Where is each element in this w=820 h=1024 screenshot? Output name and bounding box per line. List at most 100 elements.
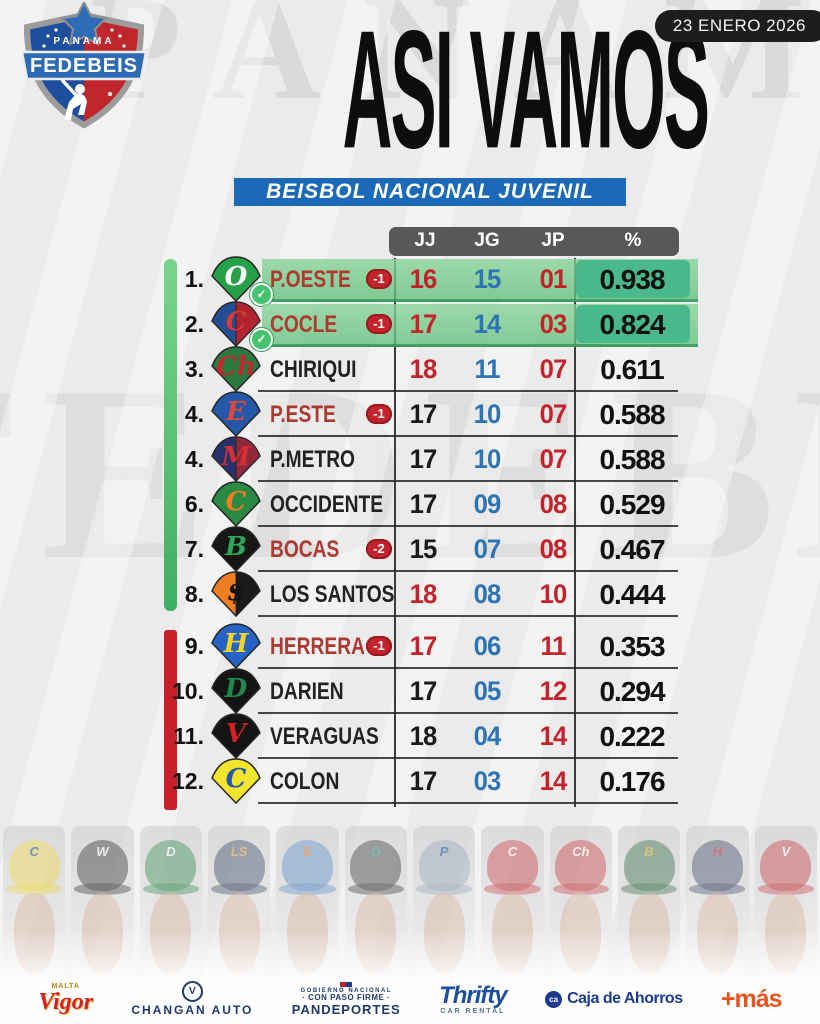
stat-jp: 01	[539, 264, 568, 294]
rank-label: 2.	[184, 311, 204, 337]
stat-pct: 0.588	[599, 444, 665, 475]
stat-jg: 06	[473, 631, 502, 661]
winner-check-icon: ✓	[250, 283, 273, 306]
sponsor-caja-de-ahorros: ca Caja de Ahorros	[545, 990, 683, 1008]
player-cap	[76, 839, 129, 892]
pandeportes-line3: PANDEPORTES	[291, 1001, 401, 1017]
team-logo: D	[210, 668, 262, 719]
player-cap-brim	[689, 883, 746, 896]
team-name: P.METRO	[270, 446, 355, 473]
stat-pct: 0.529	[599, 489, 665, 520]
stat-jj: 17	[409, 399, 438, 429]
stat-jj: 18	[409, 721, 438, 751]
team-name: CHIRIQUI	[270, 356, 357, 383]
player-cap	[486, 839, 538, 892]
stat-jg: 15	[473, 264, 502, 294]
star-icon	[59, 2, 109, 46]
table-row: 12. C COLON 17 03 14 0.176	[170, 758, 700, 805]
rank-label: 7.	[184, 536, 204, 562]
player-cap-brim	[142, 883, 199, 896]
player-cap-letter: W	[96, 843, 109, 859]
red-zone-bar	[164, 630, 177, 810]
team-name: VERAGUAS	[270, 723, 379, 750]
bottom-white-fade	[0, 929, 820, 1024]
stat-jg: 07	[473, 534, 502, 564]
player-cap-letter: B	[644, 843, 654, 859]
standings-header: JJ JG JP %	[389, 227, 679, 256]
svg-text:B: B	[224, 532, 247, 562]
sponsor-vigor-label: Vigor	[38, 989, 94, 1016]
stat-jp: 14	[539, 766, 568, 796]
rank-label: 8.	[184, 581, 204, 607]
svg-text:M: M	[221, 442, 252, 472]
player-cap-letter: D	[166, 843, 176, 859]
table-row: 9. H HERRERA -1 17 06 11 0.353	[170, 623, 700, 670]
column-divider-2	[574, 258, 576, 807]
player-cap	[281, 839, 334, 892]
table-row: 10. D DARIEN 17 05 12 0.294	[170, 668, 700, 715]
stat-jg: 14	[473, 309, 502, 339]
logo-country-label: PANAMA	[53, 36, 114, 47]
stat-jp: 07	[539, 354, 568, 384]
table-row: 8. $ LOS SANTOS 18 08 10 0.444	[170, 571, 700, 618]
table-row: 1. O ✓ P.OESTE -1 16 15 01 0.938	[170, 256, 700, 306]
rank-label: 11.	[173, 723, 204, 749]
stat-jp: 07	[539, 399, 568, 429]
player-cap-letter: E	[303, 843, 312, 859]
stat-jj: 17	[409, 631, 438, 661]
svg-text:C: C	[226, 307, 247, 337]
player-cap	[623, 839, 675, 892]
player-cap	[418, 839, 470, 892]
row-separator	[258, 390, 678, 392]
stat-jp: 14	[539, 721, 568, 751]
table-row: 4. E P.ESTE -1 17 10 07 0.588	[170, 391, 700, 438]
stat-jp: 08	[539, 489, 568, 519]
team-name: DARIEN	[270, 678, 344, 705]
svg-text:O: O	[225, 262, 248, 292]
stat-jj: 17	[409, 489, 438, 519]
stat-jj: 18	[409, 354, 438, 384]
games-adjust-badge: -1	[366, 269, 392, 289]
page-title: ASI VAMOS	[342, 0, 710, 184]
rank-label: 4.	[184, 446, 204, 472]
table-row: 6. C OCCIDENTE 17 09 08 0.529	[170, 481, 700, 528]
stat-jg: 09	[473, 489, 502, 519]
stat-jg: 05	[473, 676, 502, 706]
subtitle-banner: BEISBOL NACIONAL JUVENIL	[234, 178, 626, 206]
row-separator	[258, 712, 678, 714]
svg-text:$: $	[227, 577, 245, 607]
games-adjust-badge: -1	[366, 314, 392, 334]
rank-label: 1.	[184, 266, 204, 292]
sponsor-mas: +más	[721, 986, 783, 1013]
player-cap	[555, 839, 607, 892]
stat-jp: 03	[539, 309, 568, 339]
stat-jg: 11	[474, 354, 500, 384]
svg-text:Ch: Ch	[216, 352, 256, 382]
player-cap	[145, 839, 197, 892]
svg-text:H: H	[223, 629, 250, 659]
player-cap-brim	[347, 883, 404, 896]
svg-text:C: C	[226, 764, 247, 794]
sponsor-changan-label: CHANGAN AUTO	[131, 1003, 254, 1018]
sponsor-vigor: MALTA Vigor	[38, 983, 93, 1016]
green-zone-bar	[164, 259, 177, 611]
stat-pct: 0.176	[599, 766, 665, 797]
stat-jp: 12	[539, 676, 568, 706]
player-cap-brim	[416, 883, 473, 896]
team-logo: C	[210, 758, 262, 809]
stat-jj: 17	[409, 676, 438, 706]
table-row: 4. M P.METRO 17 10 07 0.588	[170, 436, 700, 483]
team-name: BOCAS	[270, 536, 340, 563]
player-cap-letter: P	[439, 843, 449, 859]
stat-jp: 11	[540, 631, 566, 661]
player-cap-brim	[279, 883, 336, 896]
games-adjust-badge: -1	[366, 636, 392, 656]
team-logo: V	[210, 713, 262, 764]
sponsor-changan: V CHANGAN AUTO	[131, 981, 253, 1017]
rank-label: 10.	[172, 678, 204, 704]
table-row: 3. Ch CHIRIQUI 18 11 07 0.611	[170, 346, 700, 393]
stat-jj: 16	[409, 264, 438, 294]
team-name: P.OESTE	[270, 266, 351, 293]
stat-pct: 0.611	[600, 354, 665, 385]
